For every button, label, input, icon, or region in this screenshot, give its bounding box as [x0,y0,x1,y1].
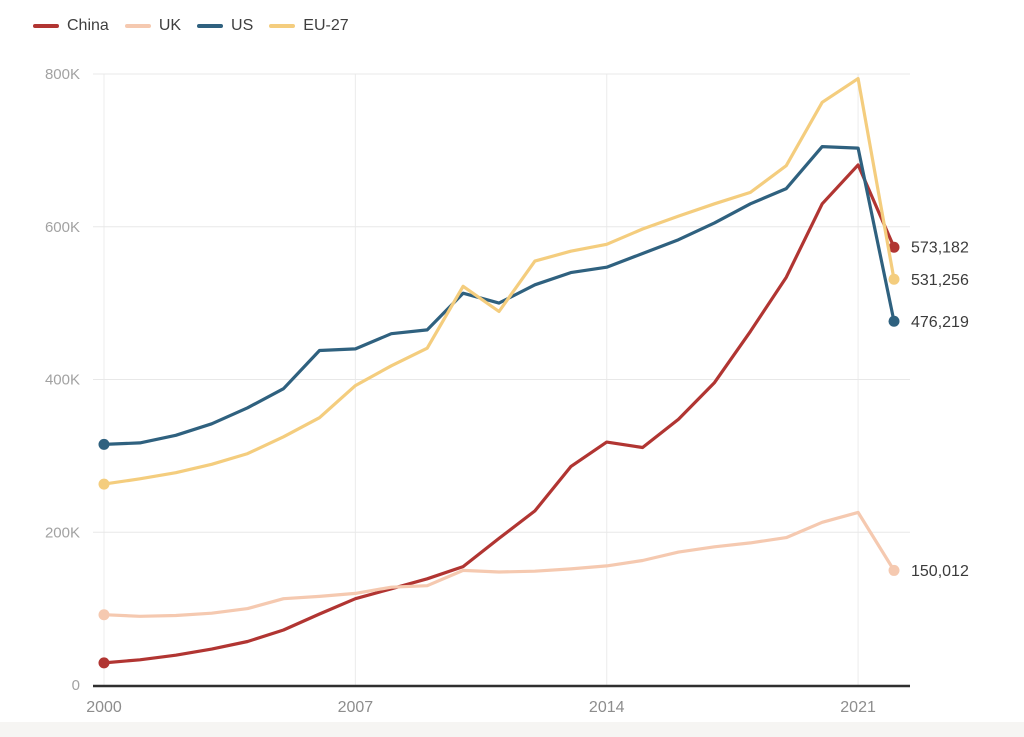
legend-item-uk: UK [124,17,182,34]
series-start-dot-china[interactable] [98,657,110,669]
series-end-value-label-uk: 150,012 [911,563,969,580]
y-axis-tick-label: 200K [45,524,80,541]
page-bottom-strip [0,722,1024,737]
series-line-us[interactable] [102,145,896,446]
legend-line-swatch-eu-27 [269,24,296,28]
series-end-value-label-eu-27: 531,256 [911,272,969,289]
x-axis-tick-label: 2000 [86,699,122,716]
y-axis-tick-label: 400K [45,372,80,389]
series-end-dot-uk[interactable] [888,564,900,576]
series-end-dot-eu-27[interactable] [888,273,900,285]
series-line-china[interactable] [102,163,896,665]
series-end-value-label-us: 476,219 [911,314,969,331]
legend-label-china: China [67,17,109,34]
x-axis-tick-label: 2007 [338,699,374,716]
x-axis-tick-label: 2014 [589,699,625,716]
series-line-uk[interactable] [102,510,896,618]
legend-item-us: US [197,18,253,34]
series-start-dot-us[interactable] [98,438,110,450]
legend-line-swatch-uk [124,24,151,28]
y-axis-tick-label: 600K [45,219,80,236]
series-line-eu-27[interactable] [102,76,896,486]
legend-label-us: US [231,17,254,34]
legend-line-swatch-us [197,24,224,28]
legend-item-eu-27: EU-27 [269,17,349,34]
legend-line-swatch-china [33,24,59,28]
series-start-dot-eu-27[interactable] [98,478,110,490]
y-axis-tick-label: 800K [45,66,80,83]
series-start-dot-uk[interactable] [98,609,110,621]
legend-label-uk: UK [158,17,182,34]
x-axis-tick-label: 2021 [840,699,876,716]
chart-legend: China UK US EU-27 [33,18,349,34]
y-axis-tick-label: 0 [72,677,80,694]
series-end-dot-china[interactable] [888,241,900,253]
series-end-dot-us[interactable] [888,315,900,327]
legend-item-china: China [33,18,109,34]
legend-label-eu-27: EU-27 [303,17,349,34]
series-end-value-label-china: 573,182 [911,240,969,257]
